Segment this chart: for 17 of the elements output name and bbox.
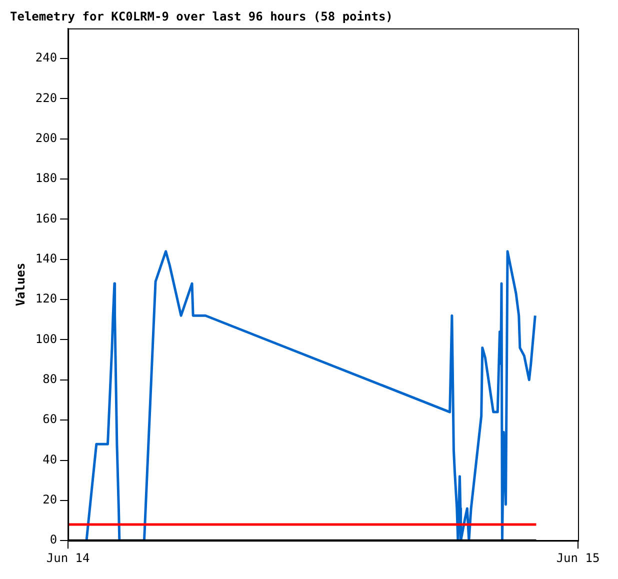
x-tick-label: Jun 15 <box>556 550 600 565</box>
x-tick-label: Jun 14 <box>46 550 90 565</box>
y-tick-label: 180 <box>35 171 58 186</box>
y-tick-label: 120 <box>35 292 58 306</box>
y-tick-label: 100 <box>35 332 58 346</box>
y-tick-label: 0 <box>50 532 58 547</box>
y-tick-label: 240 <box>35 50 58 65</box>
y-tick-label: 80 <box>42 372 58 386</box>
y-tick-label: 140 <box>35 252 58 266</box>
chart-title: Telemetry for KC0LRM-9 over last 96 hours (58 points) <box>10 9 393 24</box>
y-tick-label: 40 <box>42 452 58 466</box>
y-tick-label: 60 <box>42 412 58 426</box>
y-tick-label: 220 <box>35 90 58 105</box>
y-tick-label: 160 <box>35 211 58 226</box>
y-tick-label: 200 <box>35 131 58 145</box>
y-tick-label: 20 <box>42 492 58 507</box>
y-axis-title: Values <box>13 262 28 306</box>
